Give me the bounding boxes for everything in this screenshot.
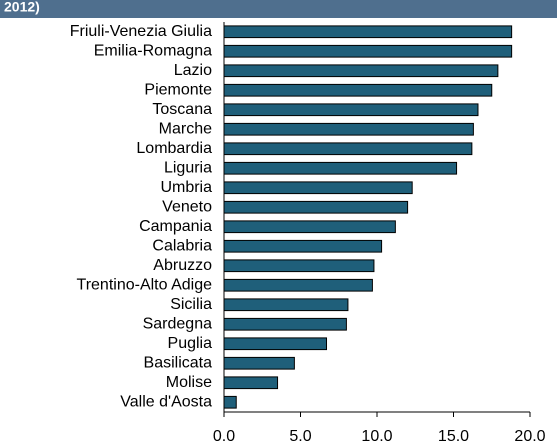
y-tick-label: Sardegna — [143, 315, 212, 332]
x-tick-label: 0.0 — [213, 428, 235, 445]
bar — [223, 25, 513, 39]
y-tick-label: Calabria — [152, 237, 212, 254]
y-tick-label: Basilicata — [144, 354, 213, 371]
y-tick-label: Trentino-Alto Adige — [77, 276, 213, 293]
bar — [223, 278, 373, 292]
x-tick-label: 20.0 — [514, 428, 545, 445]
bar — [223, 200, 409, 214]
y-tick-label: Toscana — [152, 101, 212, 118]
y-tick-label: Piemonte — [144, 81, 212, 98]
bar — [223, 395, 237, 409]
bar — [223, 64, 499, 78]
bar — [223, 239, 383, 253]
y-tick-label: Emilia-Romagna — [94, 42, 212, 59]
y-tick-label: Umbria — [160, 179, 212, 196]
bar — [223, 298, 349, 312]
y-tick-label: Veneto — [162, 198, 212, 215]
y-tick-label: Marche — [159, 120, 212, 137]
y-tick-label: Valle d'Aosta — [120, 393, 212, 410]
bar — [223, 142, 473, 156]
bar — [223, 103, 479, 117]
y-tick-label: Lombardia — [136, 140, 212, 157]
x-tick-label: 15.0 — [438, 428, 469, 445]
x-tick-label: 10.0 — [361, 428, 392, 445]
y-tick-label: Puglia — [168, 335, 213, 352]
bar — [223, 376, 279, 390]
bar — [223, 161, 458, 175]
bar — [223, 356, 295, 370]
y-tick-label: Molise — [166, 374, 212, 391]
y-tick-label: Lazio — [174, 62, 212, 79]
bar — [223, 337, 328, 351]
bar — [223, 317, 347, 331]
chart-title: 2012) — [4, 0, 40, 15]
y-tick-label: Liguria — [164, 159, 212, 176]
bar — [223, 220, 396, 234]
bar — [223, 181, 413, 195]
bar — [223, 259, 375, 273]
x-tick-label: 5.0 — [289, 428, 311, 445]
bar — [223, 83, 493, 97]
y-tick-label: Friuli-Venezia Giulia — [70, 23, 212, 40]
y-tick-label: Abruzzo — [153, 257, 212, 274]
bar — [223, 122, 474, 136]
y-tick-label: Campania — [139, 218, 212, 235]
header-band — [0, 0, 557, 18]
bar — [223, 44, 513, 58]
y-tick-label: Sicilia — [170, 296, 212, 313]
